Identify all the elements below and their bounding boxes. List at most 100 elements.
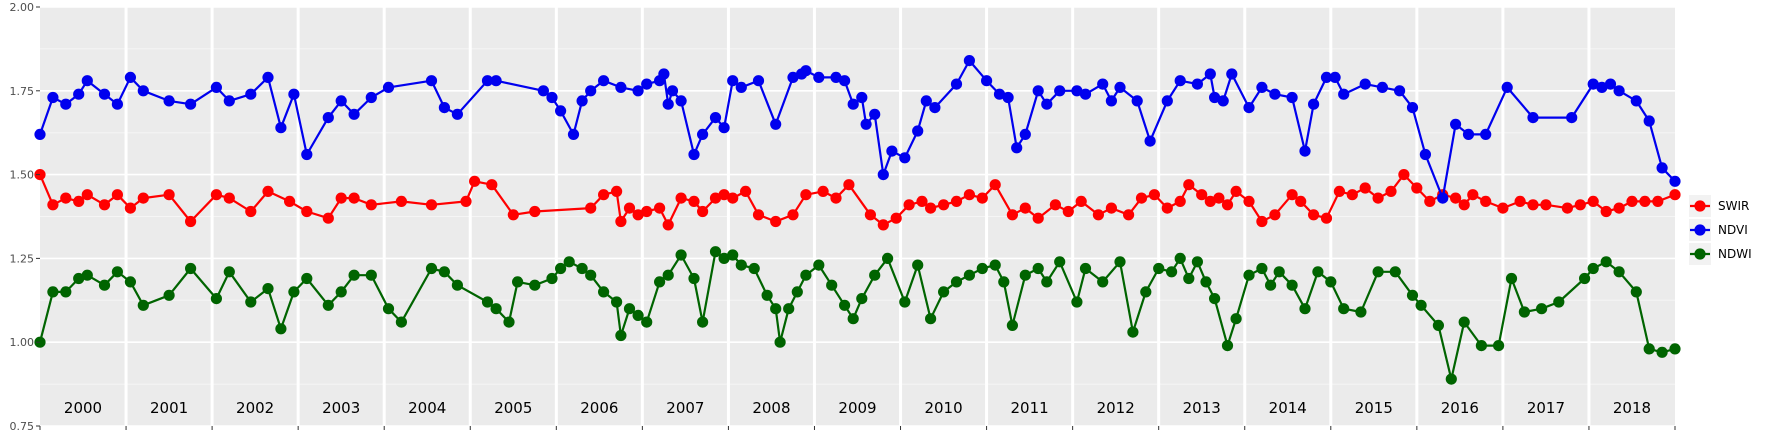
data-point-ndwi xyxy=(882,252,894,264)
legend-key-point xyxy=(1694,248,1706,260)
data-point-swir xyxy=(697,205,709,218)
data-point-swir xyxy=(1049,199,1061,211)
data-point-ndwi xyxy=(727,249,739,261)
data-point-ndvi xyxy=(490,75,502,87)
data-point-swir xyxy=(1032,212,1044,224)
data-point-swir xyxy=(1320,212,1333,224)
data-point-ndwi xyxy=(899,296,911,308)
data-point-swir xyxy=(1183,179,1195,191)
data-point-ndvi xyxy=(163,95,175,107)
data-point-ndwi xyxy=(1458,316,1470,328)
data-point-swir xyxy=(1626,195,1638,207)
data-point-swir xyxy=(1295,195,1307,207)
data-point-swir xyxy=(1359,182,1371,194)
data-point-swir xyxy=(469,175,481,187)
data-point-ndvi xyxy=(1054,85,1066,97)
data-point-ndwi xyxy=(301,272,313,285)
data-point-ndwi xyxy=(1643,343,1655,355)
data-point-ndwi xyxy=(47,286,59,298)
data-point-ndwi xyxy=(709,246,722,258)
data-point-swir xyxy=(662,219,674,231)
data-point-ndvi xyxy=(425,75,438,87)
data-point-ndvi xyxy=(546,91,558,104)
data-point-ndvi xyxy=(210,81,222,93)
data-point-ndvi xyxy=(1359,78,1371,90)
y-tick-label: 1.00 xyxy=(10,336,35,349)
data-point-ndvi xyxy=(1394,85,1406,97)
data-point-swir xyxy=(1123,209,1135,221)
data-point-ndwi xyxy=(770,303,782,315)
data-point-swir xyxy=(989,179,1001,191)
data-point-ndwi xyxy=(1406,289,1419,301)
data-point-swir xyxy=(335,192,347,204)
data-point-ndvi xyxy=(275,122,287,134)
data-point-swir xyxy=(1269,209,1281,221)
data-point-ndwi xyxy=(1432,319,1444,331)
data-point-swir xyxy=(976,192,988,204)
data-point-ndwi xyxy=(98,279,111,291)
data-point-ndwi xyxy=(1493,340,1505,352)
data-point-swir xyxy=(460,195,472,207)
data-point-ndwi xyxy=(1630,286,1642,298)
data-point-ndwi xyxy=(546,272,558,285)
year-label: 2005 xyxy=(494,399,532,417)
data-point-ndvi xyxy=(860,118,872,130)
data-point-ndvi xyxy=(262,71,274,83)
year-label: 2015 xyxy=(1355,399,1393,417)
data-point-ndvi xyxy=(1114,81,1126,93)
data-point-swir xyxy=(111,189,123,201)
series-ndwi xyxy=(34,246,1681,385)
data-point-ndvi xyxy=(727,75,739,87)
data-point-ndwi xyxy=(615,329,627,342)
data-point-ndvi xyxy=(770,118,782,130)
data-point-swir xyxy=(1148,189,1160,201)
year-label: 2002 xyxy=(236,399,274,417)
data-point-ndvi xyxy=(950,78,963,90)
year-label: 2017 xyxy=(1527,399,1565,417)
data-point-ndvi xyxy=(555,105,567,117)
data-point-swir xyxy=(1006,209,1019,221)
data-point-ndwi xyxy=(81,269,93,281)
data-point-ndvi xyxy=(1630,95,1642,107)
data-point-ndwi xyxy=(1041,276,1053,288)
year-label: 2013 xyxy=(1183,399,1221,417)
data-point-ndvi xyxy=(1613,85,1625,97)
data-point-ndvi xyxy=(641,78,653,90)
data-point-swir xyxy=(245,205,257,218)
data-point-ndwi xyxy=(813,259,825,271)
data-point-ndwi xyxy=(1221,340,1234,352)
data-point-ndwi xyxy=(1209,293,1221,305)
data-point-ndwi xyxy=(641,316,653,328)
data-point-swir xyxy=(1385,185,1397,197)
data-point-ndvi xyxy=(1032,85,1044,97)
data-point-swir xyxy=(1480,195,1492,207)
data-point-ndwi xyxy=(185,262,197,275)
data-point-ndwi xyxy=(1256,262,1268,275)
data-point-swir xyxy=(1458,199,1470,211)
data-point-ndvi xyxy=(963,55,976,67)
data-point-ndvi xyxy=(223,95,235,107)
data-point-ndwi xyxy=(365,269,377,281)
data-point-swir xyxy=(817,185,829,197)
data-point-ndwi xyxy=(1389,266,1401,278)
legend-key-point xyxy=(1694,224,1706,236)
data-point-ndvi xyxy=(920,95,932,107)
data-point-ndvi xyxy=(598,75,610,87)
data-point-swir xyxy=(623,202,636,214)
data-point-swir xyxy=(73,195,85,207)
data-point-ndwi xyxy=(275,323,287,335)
data-point-ndvi xyxy=(929,102,941,114)
data-point-ndvi xyxy=(1226,68,1238,80)
data-point-ndvi xyxy=(245,88,257,100)
data-point-swir xyxy=(185,215,197,228)
data-point-ndwi xyxy=(632,309,644,321)
data-point-ndwi xyxy=(1286,279,1298,291)
year-label: 2018 xyxy=(1613,399,1651,417)
data-point-ndwi xyxy=(288,286,300,298)
legend-item-ndwi: NDWI xyxy=(1689,243,1752,265)
data-point-swir xyxy=(1652,195,1664,207)
data-point-ndwi xyxy=(395,316,407,328)
data-point-ndvi xyxy=(98,88,111,100)
data-point-ndvi xyxy=(348,108,360,120)
data-point-ndvi xyxy=(981,75,993,87)
